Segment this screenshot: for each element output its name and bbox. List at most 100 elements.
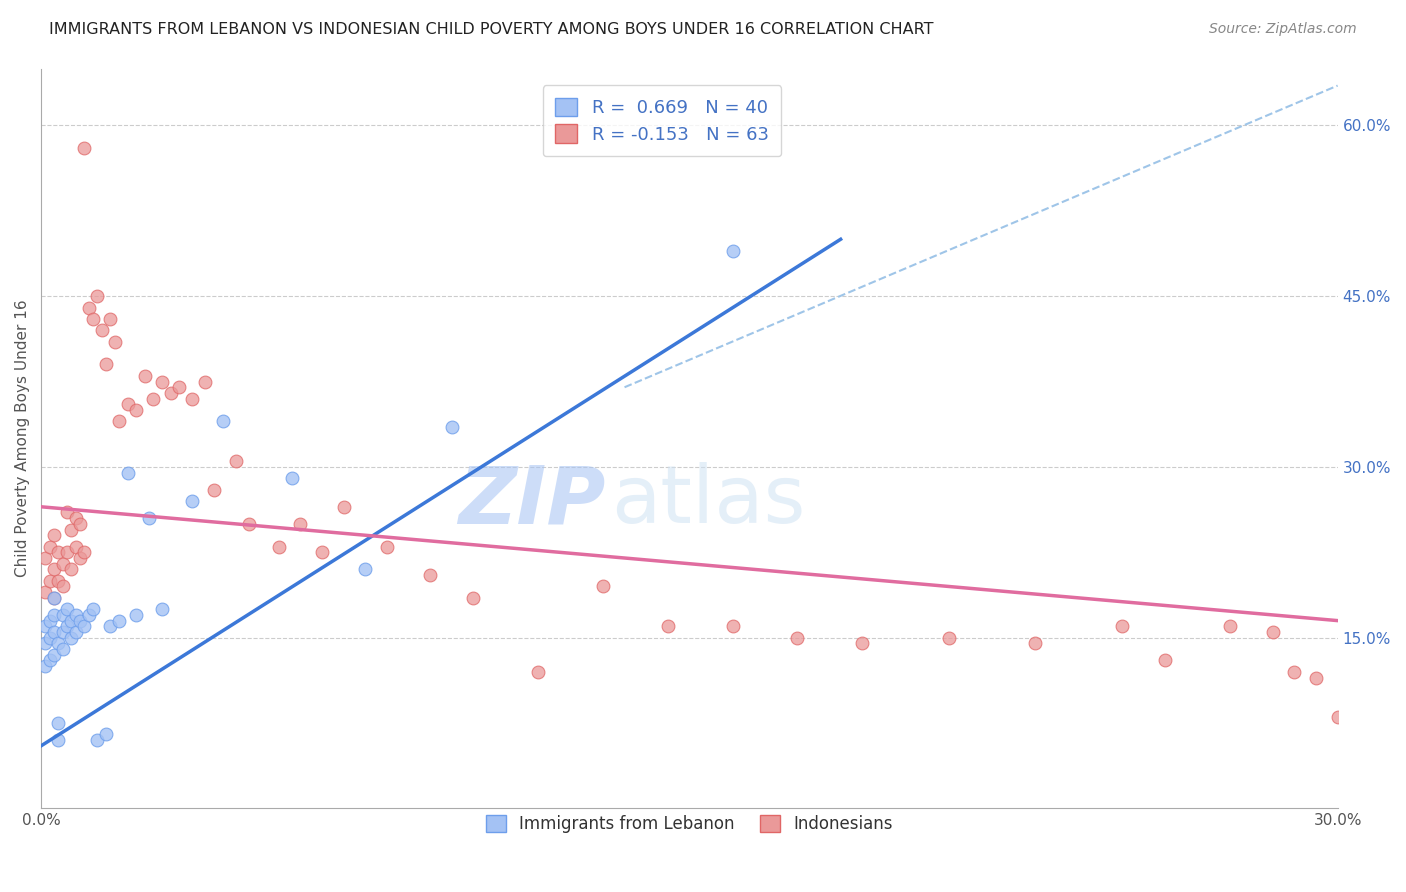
Point <box>159 386 181 401</box>
Point <box>150 375 173 389</box>
Point <box>34 636 56 650</box>
Point <box>48 716 70 731</box>
Point <box>42 528 65 542</box>
Point <box>721 244 744 258</box>
Point <box>592 579 614 593</box>
Point <box>90 323 112 337</box>
Point <box>48 574 70 588</box>
Point <box>73 545 96 559</box>
Y-axis label: Child Poverty Among Boys Under 16: Child Poverty Among Boys Under 16 <box>15 300 30 577</box>
Point <box>34 585 56 599</box>
Point <box>98 312 121 326</box>
Point <box>42 562 65 576</box>
Point <box>354 562 377 576</box>
Point <box>181 494 204 508</box>
Point <box>311 545 333 559</box>
Point <box>52 642 75 657</box>
Point <box>225 454 247 468</box>
Point <box>211 414 233 428</box>
Point <box>117 466 139 480</box>
Point <box>38 540 60 554</box>
Text: ZIP: ZIP <box>458 462 605 541</box>
Point <box>238 516 260 531</box>
Point <box>38 574 60 588</box>
Point <box>851 636 873 650</box>
Point <box>1024 636 1046 650</box>
Point <box>1326 710 1348 724</box>
Point <box>721 619 744 633</box>
Point <box>42 607 65 622</box>
Point <box>48 733 70 747</box>
Point <box>440 420 463 434</box>
Point <box>73 141 96 155</box>
Text: IMMIGRANTS FROM LEBANON VS INDONESIAN CHILD POVERTY AMONG BOYS UNDER 16 CORRELAT: IMMIGRANTS FROM LEBANON VS INDONESIAN CH… <box>49 22 934 37</box>
Point <box>52 607 75 622</box>
Point <box>138 511 160 525</box>
Point <box>419 568 441 582</box>
Point <box>1153 653 1175 667</box>
Point <box>56 545 79 559</box>
Point <box>77 607 100 622</box>
Point <box>42 591 65 605</box>
Point <box>52 579 75 593</box>
Point <box>38 631 60 645</box>
Point <box>82 602 104 616</box>
Point <box>134 368 156 383</box>
Point <box>34 551 56 566</box>
Point <box>65 607 87 622</box>
Point <box>77 301 100 315</box>
Point <box>69 551 91 566</box>
Point <box>786 631 808 645</box>
Point <box>1284 665 1306 679</box>
Point <box>56 619 79 633</box>
Point <box>86 289 108 303</box>
Point <box>52 557 75 571</box>
Point <box>125 403 148 417</box>
Point <box>103 334 125 349</box>
Point <box>60 562 83 576</box>
Point <box>463 591 485 605</box>
Point <box>108 414 131 428</box>
Point <box>65 540 87 554</box>
Point <box>1111 619 1133 633</box>
Point <box>150 602 173 616</box>
Point <box>98 619 121 633</box>
Point <box>181 392 204 406</box>
Point <box>56 602 79 616</box>
Point <box>281 471 304 485</box>
Point <box>202 483 225 497</box>
Point <box>69 516 91 531</box>
Text: Source: ZipAtlas.com: Source: ZipAtlas.com <box>1209 22 1357 37</box>
Point <box>527 665 550 679</box>
Point <box>60 614 83 628</box>
Point <box>194 375 217 389</box>
Point <box>117 397 139 411</box>
Point <box>48 545 70 559</box>
Point <box>86 733 108 747</box>
Point <box>65 511 87 525</box>
Point <box>267 540 290 554</box>
Point <box>375 540 398 554</box>
Point <box>82 312 104 326</box>
Point <box>48 636 70 650</box>
Point <box>65 625 87 640</box>
Point <box>94 358 117 372</box>
Point <box>657 619 679 633</box>
Point <box>290 516 312 531</box>
Point <box>42 648 65 662</box>
Point <box>332 500 354 514</box>
Point <box>108 614 131 628</box>
Legend: Immigrants from Lebanon, Indonesians: Immigrants from Lebanon, Indonesians <box>474 803 904 845</box>
Text: atlas: atlas <box>612 462 806 541</box>
Point <box>56 506 79 520</box>
Point <box>142 392 165 406</box>
Point <box>52 625 75 640</box>
Point <box>69 614 91 628</box>
Point <box>1261 625 1284 640</box>
Point <box>125 607 148 622</box>
Point <box>34 619 56 633</box>
Point <box>938 631 960 645</box>
Point <box>60 631 83 645</box>
Point <box>34 659 56 673</box>
Point <box>73 619 96 633</box>
